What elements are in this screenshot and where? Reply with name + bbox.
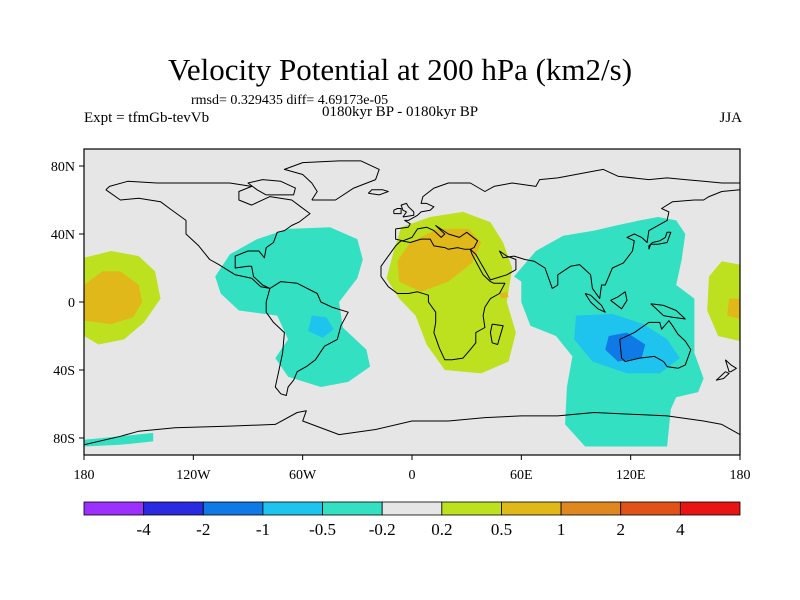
coastline-greenland	[283, 160, 380, 201]
y-tick-label: 80S	[53, 432, 75, 447]
colorbar-label: 2	[616, 520, 625, 539]
colorbar-box	[620, 501, 681, 516]
coastline-antarctica	[84, 410, 740, 446]
colorbar-box	[441, 501, 502, 516]
colorbar-label: 4	[676, 520, 685, 539]
contour-region-americas-and-atlantic-negative	[215, 227, 371, 387]
coastline-new-guinea	[650, 303, 686, 320]
y-tick-label: 40S	[53, 364, 75, 379]
coastline-japan	[648, 231, 672, 250]
colorbar-box	[202, 501, 264, 516]
x-tick-label: 120W	[176, 468, 211, 483]
x-tick-label: 180	[730, 468, 751, 483]
x-tick-label: 60W	[289, 468, 317, 483]
experiment-label: Expt = tfmGb-tevVb	[84, 110, 210, 126]
colorbar-box	[143, 501, 204, 516]
colorbar-box	[560, 501, 622, 516]
coastline-great-britain	[400, 202, 415, 218]
colorbar-label: -4	[137, 520, 152, 539]
chart-title: Velocity Potential at 200 hPa (km2/s)	[167, 52, 633, 87]
coastline-borneo	[610, 291, 628, 310]
x-tick-label: 0	[409, 468, 416, 483]
coastline-eurasia	[395, 168, 740, 300]
coastline-new-zealand	[724, 359, 737, 373]
colorbar-label: 0.5	[491, 520, 512, 539]
colorbar-label: -1	[256, 520, 270, 539]
contour-region-brazil-minimum	[308, 315, 334, 338]
colorbar-box	[262, 501, 323, 516]
y-tick-label: 80N	[51, 160, 75, 175]
contour-region-dateline-wrap-core	[727, 298, 740, 319]
colorbar-label: -0.5	[309, 520, 336, 539]
season-label: JJA	[719, 110, 742, 126]
colorbar-box	[83, 501, 145, 516]
coastline-north-america	[105, 180, 311, 289]
coastline-madagascar	[489, 323, 504, 345]
colorbar-label: -0.2	[369, 520, 396, 539]
contour-region-saharan-core	[397, 228, 482, 292]
colorbar-label: 0.2	[431, 520, 452, 539]
contour-region-horn-of-africa-core	[499, 291, 509, 299]
contour-region-australian-core	[605, 332, 646, 362]
colorbar-label: 1	[557, 520, 566, 539]
coastline-australia	[619, 320, 692, 369]
coastline-sumatra	[584, 293, 606, 313]
rmsd-diff-stats: rmsd= 0.329435 diff= 4.69173e-05	[191, 93, 389, 108]
coastline-south-america	[265, 281, 349, 396]
y-tick-label: 40N	[51, 228, 75, 243]
contour-region-dateline-wrap-positive	[707, 261, 740, 342]
colorbar-box	[501, 501, 562, 516]
coastline-new-zealand-south	[715, 371, 730, 381]
x-tick-label: 120E	[616, 468, 646, 483]
x-tick-label: 180	[74, 468, 95, 483]
y-tick-label: 0	[68, 296, 75, 311]
period-label: 0180kyr BP - 0180kyr BP	[321, 104, 479, 120]
colorbar-label: -2	[196, 520, 210, 539]
colorbar-box	[322, 501, 383, 516]
colorbar-box	[679, 501, 741, 516]
coastline-africa	[380, 238, 506, 361]
x-tick-label: 60E	[510, 468, 533, 483]
colorbar-box	[381, 501, 443, 516]
coastline-ireland	[393, 208, 402, 215]
contour-region-central-pacific-core	[84, 271, 143, 325]
coastline-iceland	[367, 189, 389, 196]
contour-region-antarctic-strip	[84, 432, 154, 447]
coastline-baffin	[247, 179, 296, 196]
